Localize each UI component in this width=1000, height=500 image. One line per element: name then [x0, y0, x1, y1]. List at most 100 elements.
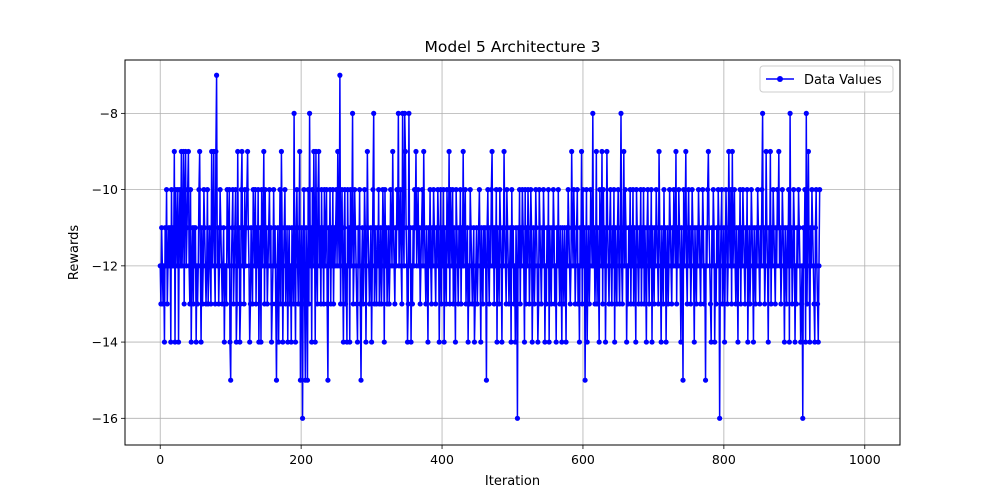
data-point: [543, 301, 549, 307]
y-tick-label: −14: [92, 335, 118, 350]
data-point: [621, 148, 627, 155]
data-point: [804, 301, 810, 307]
data-point: [576, 339, 583, 345]
data-point: [798, 339, 804, 345]
data-point: [446, 148, 452, 155]
data-point: [303, 225, 309, 231]
data-point: [278, 148, 285, 155]
data-point: [361, 187, 368, 193]
data-point: [669, 301, 675, 307]
data-point: [553, 339, 559, 345]
data-point: [197, 148, 203, 155]
data-point: [673, 148, 679, 155]
data-point: [646, 301, 652, 307]
data-point: [593, 148, 599, 155]
data-point: [441, 339, 447, 345]
data-point: [325, 377, 331, 383]
data-point: [187, 187, 194, 193]
data-point: [615, 187, 621, 193]
y-tick-label: −16: [92, 411, 118, 426]
data-point: [210, 225, 216, 231]
data-point: [586, 301, 592, 307]
data-point: [604, 148, 610, 155]
data-point: [747, 301, 753, 307]
data-point: [772, 301, 778, 307]
data-point: [228, 377, 234, 383]
data-point: [306, 110, 313, 116]
x-tick-label: 400: [430, 452, 454, 467]
data-point: [581, 225, 587, 231]
data-point: [517, 301, 523, 307]
data-point: [683, 148, 689, 155]
data-point: [735, 339, 741, 345]
data-point: [312, 339, 318, 345]
data-point: [795, 187, 802, 193]
data-point: [744, 187, 750, 193]
data-point: [292, 339, 299, 345]
data-point: [745, 339, 751, 345]
data-point: [175, 339, 182, 345]
data-point: [297, 148, 303, 155]
data-point: [770, 187, 776, 193]
data-point: [388, 187, 394, 193]
data-point: [521, 339, 528, 345]
data-point: [584, 339, 590, 345]
data-point: [783, 301, 790, 307]
data-point: [579, 301, 585, 307]
data-point: [276, 263, 282, 269]
data-point: [575, 301, 581, 307]
data-point: [368, 225, 374, 231]
data-point: [458, 301, 464, 307]
data-point: [796, 225, 802, 231]
data-point: [600, 301, 606, 307]
data-point: [667, 187, 673, 193]
data-point: [719, 187, 725, 193]
data-point: [729, 148, 735, 155]
data-point: [168, 187, 175, 193]
data-point: [277, 187, 283, 193]
data-point: [497, 187, 503, 193]
data-point: [705, 187, 711, 193]
y-tick-label: −12: [92, 258, 118, 273]
data-point: [457, 187, 463, 193]
data-point: [660, 301, 666, 307]
data-point: [280, 339, 286, 345]
data-point: [622, 187, 628, 193]
y-axis-label: Rewards: [67, 225, 82, 280]
data-point: [160, 301, 166, 307]
legend-marker-swatch: [777, 76, 783, 82]
data-point: [705, 148, 711, 155]
data-point: [701, 301, 707, 307]
data-point: [452, 339, 459, 345]
data-point: [236, 225, 242, 231]
data-point: [244, 148, 251, 155]
data-point: [538, 301, 544, 307]
data-point: [809, 187, 815, 193]
data-point: [241, 301, 247, 307]
data-point: [511, 301, 517, 307]
data-point: [364, 148, 370, 155]
data-point: [800, 415, 806, 421]
data-point: [740, 187, 746, 193]
data-point: [600, 187, 606, 193]
data-point: [631, 301, 637, 307]
data-point: [774, 187, 781, 193]
data-point: [695, 187, 702, 193]
data-point: [341, 225, 347, 231]
data-point: [688, 301, 694, 307]
data-point: [528, 187, 534, 193]
data-point: [376, 187, 382, 193]
data-point: [786, 187, 792, 193]
chart-title: Model 5 Architecture 3: [425, 38, 601, 56]
data-point: [233, 187, 239, 193]
data-point: [641, 301, 647, 307]
data-point: [762, 301, 768, 307]
data-point: [817, 187, 823, 193]
data-point: [421, 148, 427, 155]
data-point: [633, 187, 640, 193]
data-point: [653, 187, 659, 193]
data-point: [535, 339, 541, 345]
data-point: [640, 187, 647, 193]
data-point: [480, 301, 486, 307]
